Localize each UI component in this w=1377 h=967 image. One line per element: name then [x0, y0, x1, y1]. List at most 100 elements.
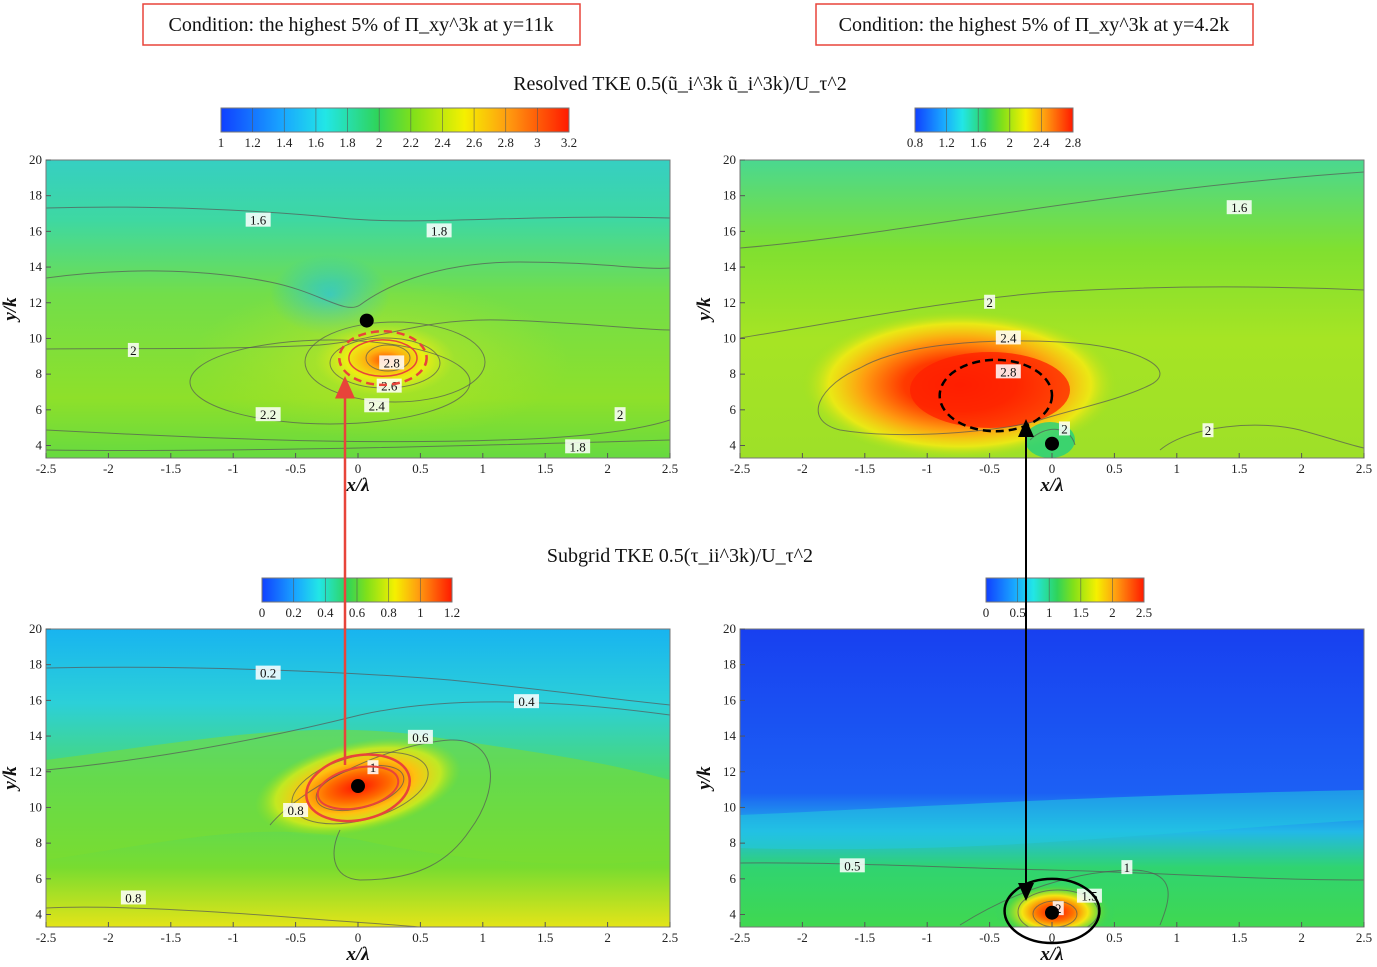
contour-label-bg — [995, 364, 1021, 379]
contour-label-bg — [426, 223, 452, 238]
y-tick-label: 4 — [36, 907, 43, 922]
heatmap-subgrid-right — [740, 629, 1364, 927]
x-tick-label: 1 — [1174, 930, 1181, 945]
x-tick-label: -1 — [228, 930, 239, 945]
x-tick-label: -1 — [922, 461, 933, 476]
colorbar-tick-label: 2 — [1109, 605, 1116, 620]
highlights-layer — [305, 330, 1101, 945]
contour-label: 1 — [1124, 860, 1131, 875]
contour-labels-resolved-right: 1.6 2 2.4 2.8 2 2 — [984, 200, 1252, 438]
colorbar — [914, 107, 1074, 133]
y-tick-label: 10 — [723, 799, 736, 814]
contour-label: 2.4 — [1000, 330, 1017, 345]
y-tick-label: 16 — [723, 692, 737, 707]
x-tick-label: -0.5 — [979, 461, 1000, 476]
contour-label-bg — [376, 378, 402, 393]
y-tick-label: 6 — [730, 871, 737, 886]
colorbar-tick-label: 0.8 — [907, 135, 923, 150]
panel-subgrid-left: 0.2 0.4 0.6 1 0.8 0.8 — [45, 628, 671, 928]
y-tick-label: 12 — [29, 764, 42, 779]
contour-label: 2.8 — [384, 355, 400, 370]
x-tick-label: 0.5 — [1106, 461, 1122, 476]
y-tick-label: 4 — [36, 438, 43, 453]
y-tick-label: 14 — [29, 259, 43, 274]
y-axis-label: y/k — [694, 766, 715, 792]
colorbar-tick-label: 0.8 — [381, 605, 397, 620]
contour-label-bg — [1121, 860, 1133, 875]
x-tick-label: 0 — [1049, 461, 1056, 476]
contour-label-bg — [1202, 423, 1214, 438]
contour-label: 0.8 — [125, 890, 141, 905]
y-tick-label: 18 — [723, 657, 736, 672]
contour-label: 1.5 — [1081, 889, 1097, 904]
contour-label-bg — [1058, 421, 1070, 436]
y-tick-label: 14 — [29, 728, 43, 743]
contour-labels-subgrid-right: 0.5 1 1.5 2 — [839, 858, 1133, 916]
colorbar-tick-label: 1.4 — [276, 135, 293, 150]
y-tick-label: 8 — [36, 366, 43, 381]
highlight-ellipse-inner — [348, 339, 418, 378]
contour-label-bg — [379, 355, 405, 370]
y-tick-label: 4 — [730, 907, 737, 922]
contour-label-bg — [839, 858, 865, 873]
x-tick-label: 2.5 — [662, 461, 678, 476]
contour-label: 2 — [1061, 421, 1068, 436]
condition-text-left: Condition: the highest 5% of Π_xy^3k at … — [169, 14, 554, 36]
colorbar-tick-label: 2 — [1007, 135, 1014, 150]
colorbar-tick-label: 1 — [1046, 605, 1053, 620]
section-title-resolved: Resolved TKE 0.5(ũ_i^3k ũ_i^3k)/U_τ^2 — [513, 73, 847, 95]
colorbar-tick-label: 3.2 — [561, 135, 577, 150]
contour-label-bg — [255, 665, 281, 680]
contour-label: 1 — [370, 760, 377, 775]
contour-label-bg — [1052, 901, 1064, 916]
x-tick-label: 1 — [480, 461, 487, 476]
y-tick-label: 8 — [36, 835, 43, 850]
contour-label: 0.8 — [287, 803, 303, 818]
highlight-ellipse — [338, 330, 428, 387]
x-tick-label: -0.5 — [285, 461, 306, 476]
x-tick-label: 1 — [1174, 461, 1181, 476]
colorbar-tick-label: 1 — [417, 605, 424, 620]
highlight-ellipse-inner — [316, 765, 400, 811]
y-tick-label: 20 — [723, 152, 736, 167]
x-tick-label: 2.5 — [1356, 461, 1372, 476]
contour-label-bg — [565, 439, 591, 454]
x-tick-label: 0 — [355, 461, 362, 476]
contour-label: 2 — [617, 407, 624, 422]
x-tick-label: 1 — [480, 930, 487, 945]
y-tick-label: 20 — [723, 621, 736, 636]
x-tick-label: 0.5 — [412, 461, 428, 476]
colorbar — [220, 107, 570, 133]
x-tick-label: -1.5 — [855, 461, 876, 476]
colorbar-tick-label: 0.6 — [349, 605, 366, 620]
colorbar-tick-label: 2.2 — [403, 135, 419, 150]
contour-label-bg — [513, 694, 539, 709]
condition-text-right: Condition: the highest 5% of Π_xy^3k at … — [839, 14, 1230, 36]
contour-label: 2.4 — [369, 398, 386, 413]
colorbar-tick-label: 1.2 — [444, 605, 460, 620]
colorbar-tick-label: 2.6 — [466, 135, 483, 150]
heatmap-subgrid-left — [46, 629, 670, 927]
colorbar-tick-label: 1 — [218, 135, 225, 150]
heatmap-resolved-left — [46, 160, 670, 458]
x-tick-label: 0 — [355, 930, 362, 945]
x-tick-label: 0.5 — [1106, 930, 1122, 945]
x-tick-label: -1 — [922, 930, 933, 945]
contour-label-bg — [614, 407, 626, 422]
x-tick-label: 2.5 — [662, 930, 678, 945]
condition-point-marker — [1045, 905, 1059, 920]
contour-label-bg — [984, 294, 996, 309]
contour-label: 0.2 — [260, 666, 276, 681]
colorbar-tick-label: 1.6 — [970, 135, 987, 150]
contour-label: 0.4 — [518, 694, 535, 709]
colorbar-tick-label: 1.2 — [938, 135, 954, 150]
contour-label: 2 — [986, 295, 993, 310]
x-tick-label: -1.5 — [161, 930, 182, 945]
x-tick-label: -2.5 — [36, 461, 57, 476]
x-tick-label: 1.5 — [1231, 930, 1247, 945]
condition-point-marker — [359, 313, 374, 328]
colorbar-tick-label: 0 — [259, 605, 266, 620]
y-tick-label: 4 — [730, 438, 737, 453]
y-tick-label: 14 — [723, 728, 737, 743]
